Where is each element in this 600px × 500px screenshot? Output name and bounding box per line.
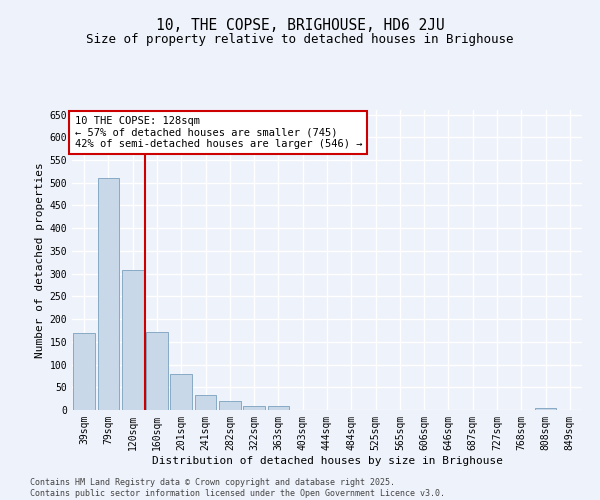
Bar	[194, 395, 217, 410]
Bar	[219, 401, 241, 410]
Bar	[243, 406, 265, 410]
X-axis label: Distribution of detached houses by size in Brighouse: Distribution of detached houses by size …	[151, 456, 503, 466]
Bar	[122, 270, 143, 410]
Text: 10, THE COPSE, BRIGHOUSE, HD6 2JU: 10, THE COPSE, BRIGHOUSE, HD6 2JU	[155, 18, 445, 32]
Bar	[535, 408, 556, 410]
Text: Contains HM Land Registry data © Crown copyright and database right 2025.
Contai: Contains HM Land Registry data © Crown c…	[30, 478, 445, 498]
Y-axis label: Number of detached properties: Number of detached properties	[35, 162, 46, 358]
Bar	[170, 374, 192, 410]
Text: 10 THE COPSE: 128sqm
← 57% of detached houses are smaller (745)
42% of semi-deta: 10 THE COPSE: 128sqm ← 57% of detached h…	[74, 116, 362, 149]
Bar	[146, 332, 168, 410]
Bar	[97, 178, 119, 410]
Text: Size of property relative to detached houses in Brighouse: Size of property relative to detached ho…	[86, 32, 514, 46]
Bar	[73, 332, 95, 410]
Bar	[268, 406, 289, 410]
